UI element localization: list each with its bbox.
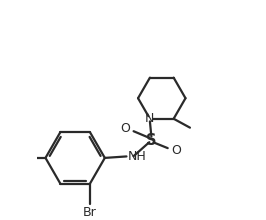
Text: O: O	[120, 122, 130, 135]
Text: NH: NH	[127, 150, 146, 163]
Text: N: N	[145, 112, 155, 125]
Text: O: O	[171, 144, 181, 157]
Text: S: S	[146, 133, 157, 148]
Text: Br: Br	[83, 206, 97, 219]
